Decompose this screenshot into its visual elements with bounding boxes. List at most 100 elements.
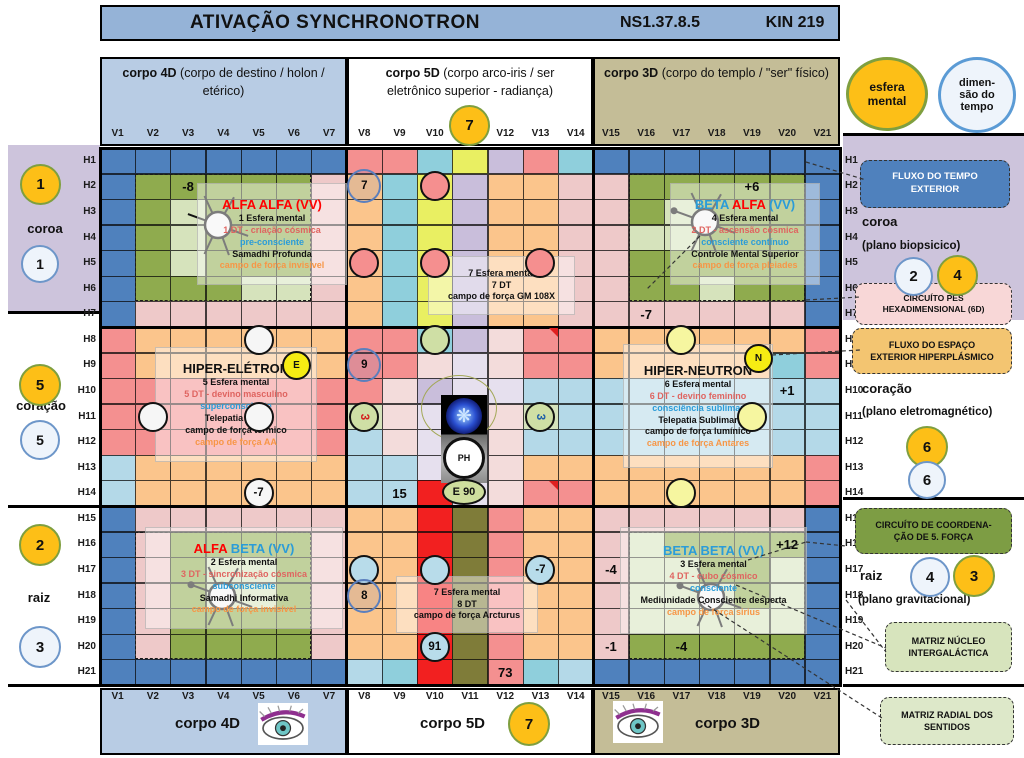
grid-cell xyxy=(558,633,595,661)
grid-cell xyxy=(452,531,489,558)
right-coroa-sphere: 4 xyxy=(937,255,978,296)
grid-number: 15 xyxy=(392,485,407,501)
grid-cell xyxy=(522,531,559,558)
grid-cell xyxy=(487,429,524,456)
block-title-part: BETA xyxy=(694,196,732,212)
matriz-radial-box: MATRIZ RADIAL DOS SENTIDOS xyxy=(880,697,1014,745)
grid-cell xyxy=(663,148,700,175)
grid-cell xyxy=(170,480,207,507)
grid-cell xyxy=(558,582,595,609)
grid-cell xyxy=(522,173,559,200)
ns-date: NS1.37.8.5 xyxy=(567,5,755,41)
h-label-left: H20 xyxy=(77,640,96,652)
grid-number: -1 xyxy=(605,639,617,655)
footer-corpo-3d-label: corpo 3D xyxy=(695,715,761,732)
block-line: consciência sublimar xyxy=(652,402,744,413)
left-coracao-sphere: 5 xyxy=(19,364,61,406)
grid-cell xyxy=(734,480,771,507)
grid-cell xyxy=(452,224,489,251)
grid-cell xyxy=(487,480,524,507)
grid-cell xyxy=(522,506,559,533)
right-coroa-plane: (plano biopsicico) xyxy=(862,240,961,252)
h-label-right: H19 xyxy=(845,615,864,627)
grid-cell xyxy=(240,659,277,686)
right-coracao-dt: 6 xyxy=(908,461,946,499)
grid-cell xyxy=(558,224,595,251)
grid-cell xyxy=(558,454,595,482)
grid-cell xyxy=(100,531,136,558)
h-label-left: H16 xyxy=(77,538,96,550)
sun-icon-0 xyxy=(183,190,253,265)
grid-cell xyxy=(100,199,136,226)
grid-circle-pink xyxy=(525,248,556,279)
grid-cell xyxy=(522,224,559,251)
grid-cell xyxy=(417,506,454,533)
matriz-nucleo-box: MATRIZ NÚCLEO INTERGALÁCTICA xyxy=(885,622,1012,672)
grid-cell xyxy=(558,608,595,635)
grid-cell xyxy=(487,224,524,251)
grid-circle-white xyxy=(243,324,274,355)
grid-circle-pink xyxy=(419,171,450,202)
grid-cell xyxy=(381,352,418,379)
grid-cell xyxy=(205,659,242,686)
grid-cell xyxy=(452,506,489,533)
block-line: 3 Esfera mental xyxy=(680,559,747,570)
grid-number: +12 xyxy=(776,536,799,552)
grid-cell xyxy=(804,301,841,328)
grid-circle-green-3: 3 xyxy=(525,401,556,432)
block-line: campo de força Arcturus xyxy=(413,610,521,621)
fluxo-espaco-line1: FLUXO DO ESPAÇO xyxy=(888,339,976,350)
grid-cell xyxy=(100,454,136,482)
h-label-right: H8 xyxy=(845,334,875,345)
grid-cell xyxy=(170,659,207,686)
v-label-top: V9 xyxy=(393,128,406,139)
fluxo-espaco-box: FLUXO DO ESPAÇO EXTERIOR HIPERPLÁSMICO xyxy=(852,328,1012,374)
h-label-left: H21 xyxy=(77,666,96,678)
grid-cell xyxy=(593,250,630,277)
grid-cell xyxy=(381,327,418,354)
grid-cell xyxy=(804,633,841,661)
grid-cell xyxy=(522,608,559,635)
grid-cell xyxy=(240,148,277,175)
red-corner-triangle xyxy=(549,328,559,337)
grid-cell xyxy=(100,301,136,328)
grid-cell xyxy=(381,454,418,482)
grid-cell xyxy=(522,429,559,456)
v-label-bottom: V10 xyxy=(425,691,444,702)
block-line: campo de força AA xyxy=(195,436,277,447)
grid-cell xyxy=(769,301,806,328)
grid-cell xyxy=(734,659,771,686)
badge-n: N xyxy=(744,344,773,373)
grid-cell xyxy=(487,506,524,533)
h-label-left: H7 xyxy=(83,308,96,320)
grid-cell xyxy=(346,454,383,482)
grid-cell xyxy=(205,250,242,277)
grid-horizontal-divider-2 xyxy=(98,504,842,508)
block-title-part: HIPER-ELÉTRON xyxy=(182,361,290,377)
grid-cell xyxy=(452,659,489,686)
grid-cell xyxy=(558,480,595,507)
grid-cell xyxy=(804,352,841,379)
grid-cell xyxy=(558,327,595,354)
block-title: BETA BETA (VV) xyxy=(663,542,764,559)
grid-cell xyxy=(170,378,207,405)
grid-cell xyxy=(381,608,418,635)
grid-vertical-divider-0 xyxy=(98,148,102,685)
grid-cell xyxy=(522,659,559,686)
grid-cell xyxy=(311,633,348,661)
grid-cell xyxy=(804,531,841,558)
left-coracao-dt: 5 xyxy=(20,420,60,460)
grid-circle-yellow xyxy=(736,401,767,432)
grid-cell xyxy=(100,173,136,200)
grid-cell xyxy=(593,659,630,686)
grid-cell xyxy=(487,352,524,379)
v-label-bottom: V17 xyxy=(672,691,691,702)
grid-cell xyxy=(804,250,841,277)
h-label-left: H11 xyxy=(78,410,96,422)
v-label-top: V2 xyxy=(146,128,159,139)
grid-cell xyxy=(170,633,207,661)
grid-cell xyxy=(593,173,630,200)
grid-cell xyxy=(311,480,348,507)
block-line: Controle Mental Superior xyxy=(691,248,799,259)
grid-cell xyxy=(487,633,524,661)
